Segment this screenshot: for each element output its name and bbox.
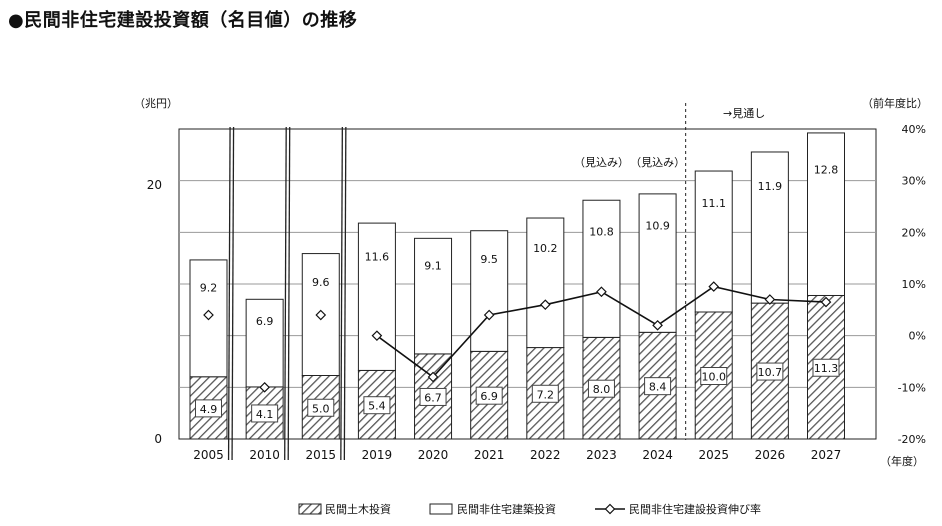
bar-building-2024: [638, 193, 677, 333]
data-label-civil: 7.2: [537, 388, 555, 401]
y2-tick-label: 40%: [902, 123, 926, 136]
bar-building-2020: [414, 237, 453, 355]
data-label-building: 12.8: [814, 163, 839, 176]
y-axis-label: （兆円）: [134, 97, 178, 110]
data-label-civil: 10.0: [701, 371, 726, 384]
data-label-box: [812, 358, 840, 377]
legend-swatch-building: [429, 503, 453, 515]
data-label-building: 6.9: [256, 315, 274, 328]
x-tick-label: 2024: [642, 448, 673, 462]
data-label-box: [531, 384, 559, 403]
x-tick-label: 2023: [586, 448, 617, 462]
data-label-box: [307, 398, 335, 417]
data-label-civil: 8.4: [649, 381, 667, 394]
y2-axis-label: （前年度比）: [862, 96, 928, 110]
data-label-civil: 6.9: [480, 390, 498, 403]
y-tick-label: 0: [154, 432, 162, 446]
data-label-building: 11.1: [701, 197, 726, 210]
y2-tick-label: 0%: [909, 330, 926, 343]
data-label-box: [195, 399, 222, 418]
data-label-building: 9.1: [424, 259, 442, 272]
y2-tick-label: 30%: [902, 175, 926, 188]
data-label-building: 9.6: [312, 276, 330, 289]
axis-break: [284, 126, 287, 461]
axis-break: [340, 126, 343, 461]
x-tick-label: 2019: [362, 448, 393, 462]
x-tick-label: 2005: [193, 448, 224, 462]
legend-label-building: 民間非住宅建築投資: [457, 502, 556, 516]
y2-tick-label: 10%: [902, 278, 926, 291]
legend-swatch-civil: [298, 503, 322, 515]
data-label-box: [419, 387, 447, 406]
x-tick-label: 2022: [530, 448, 561, 462]
data-label-civil: 5.4: [368, 400, 386, 413]
data-label-civil: 11.3: [814, 362, 839, 375]
bar-building-2010: [245, 298, 284, 388]
legend-label-growth: 民間非住宅建設投資伸び率: [629, 502, 761, 516]
data-label-box: [363, 396, 391, 415]
growth-point-2023: [596, 286, 607, 298]
x-tick-label: 2015: [305, 448, 336, 462]
y2-tick-label: -10%: [898, 381, 926, 394]
growth-point-2022: [539, 299, 551, 311]
legend-marker: [604, 503, 616, 515]
data-label-building: 9.5: [480, 253, 498, 266]
data-label-civil: 4.9: [200, 403, 218, 416]
data-label-civil: 5.0: [312, 402, 330, 415]
growth-point-2015: [315, 309, 327, 321]
bar-building-2023: [582, 199, 621, 338]
bar-building-2027: [807, 132, 845, 296]
x-tick-label: 2010: [249, 448, 280, 462]
growth-point-2019: [371, 330, 383, 342]
data-label-box: [700, 367, 728, 385]
growth-point-2026: [764, 294, 776, 305]
growth-point-2027: [820, 296, 832, 308]
data-label-building: 10.8: [589, 226, 614, 239]
axis-break: [343, 126, 347, 461]
data-label-building: 10.2: [533, 242, 558, 255]
y2-tick-label: 20%: [902, 226, 926, 239]
bar-building-2026: [750, 151, 789, 304]
growth-point-2021: [483, 309, 495, 321]
growth-point-2005: [203, 309, 214, 321]
data-label-box: [251, 404, 279, 423]
bar-building-2022: [526, 217, 565, 349]
data-label-civil: 10.7: [758, 366, 783, 379]
data-label-building: 9.2: [200, 281, 218, 294]
annotation-mikomi: （見込み）: [630, 156, 685, 169]
data-label-box: [587, 379, 615, 398]
bar-building-2021: [470, 230, 509, 352]
data-label-civil: 6.7: [424, 391, 442, 404]
data-label-box: [644, 377, 672, 396]
data-label-building: 10.9: [645, 220, 670, 233]
growth-point-2010: [259, 381, 270, 393]
x-axis-label: （年度）: [880, 454, 924, 468]
bar-building-2019: [357, 222, 396, 371]
growth-point-2025: [708, 281, 720, 292]
x-tick-label: 2020: [418, 448, 449, 462]
data-label-civil: 4.1: [256, 408, 274, 421]
axis-break: [227, 126, 231, 461]
data-label-building: 11.9: [758, 180, 783, 193]
annotation-outlook: →見通し: [723, 107, 765, 120]
data-label-box: [475, 386, 503, 405]
y-tick-label: 20: [147, 178, 162, 192]
x-tick-label: 2021: [474, 448, 505, 462]
y2-tick-label: -20%: [898, 433, 926, 446]
page-title: ●民間非住宅建設投資額（名目値）の推移: [8, 10, 358, 31]
x-tick-label: 2025: [698, 448, 729, 462]
x-tick-label: 2027: [811, 448, 842, 462]
data-label-civil: 8.0: [593, 383, 611, 396]
data-label-building: 11.6: [365, 251, 390, 264]
x-tick-label: 2026: [755, 448, 786, 462]
axis-break: [287, 126, 291, 461]
growth-point-2024: [652, 319, 663, 331]
axis-break: [231, 126, 235, 461]
data-label-box: [756, 362, 784, 381]
annotation-mikomi: （見込み）: [574, 156, 629, 169]
legend-label-civil: 民間土木投資: [325, 502, 391, 516]
growth-point-2020: [427, 371, 439, 383]
